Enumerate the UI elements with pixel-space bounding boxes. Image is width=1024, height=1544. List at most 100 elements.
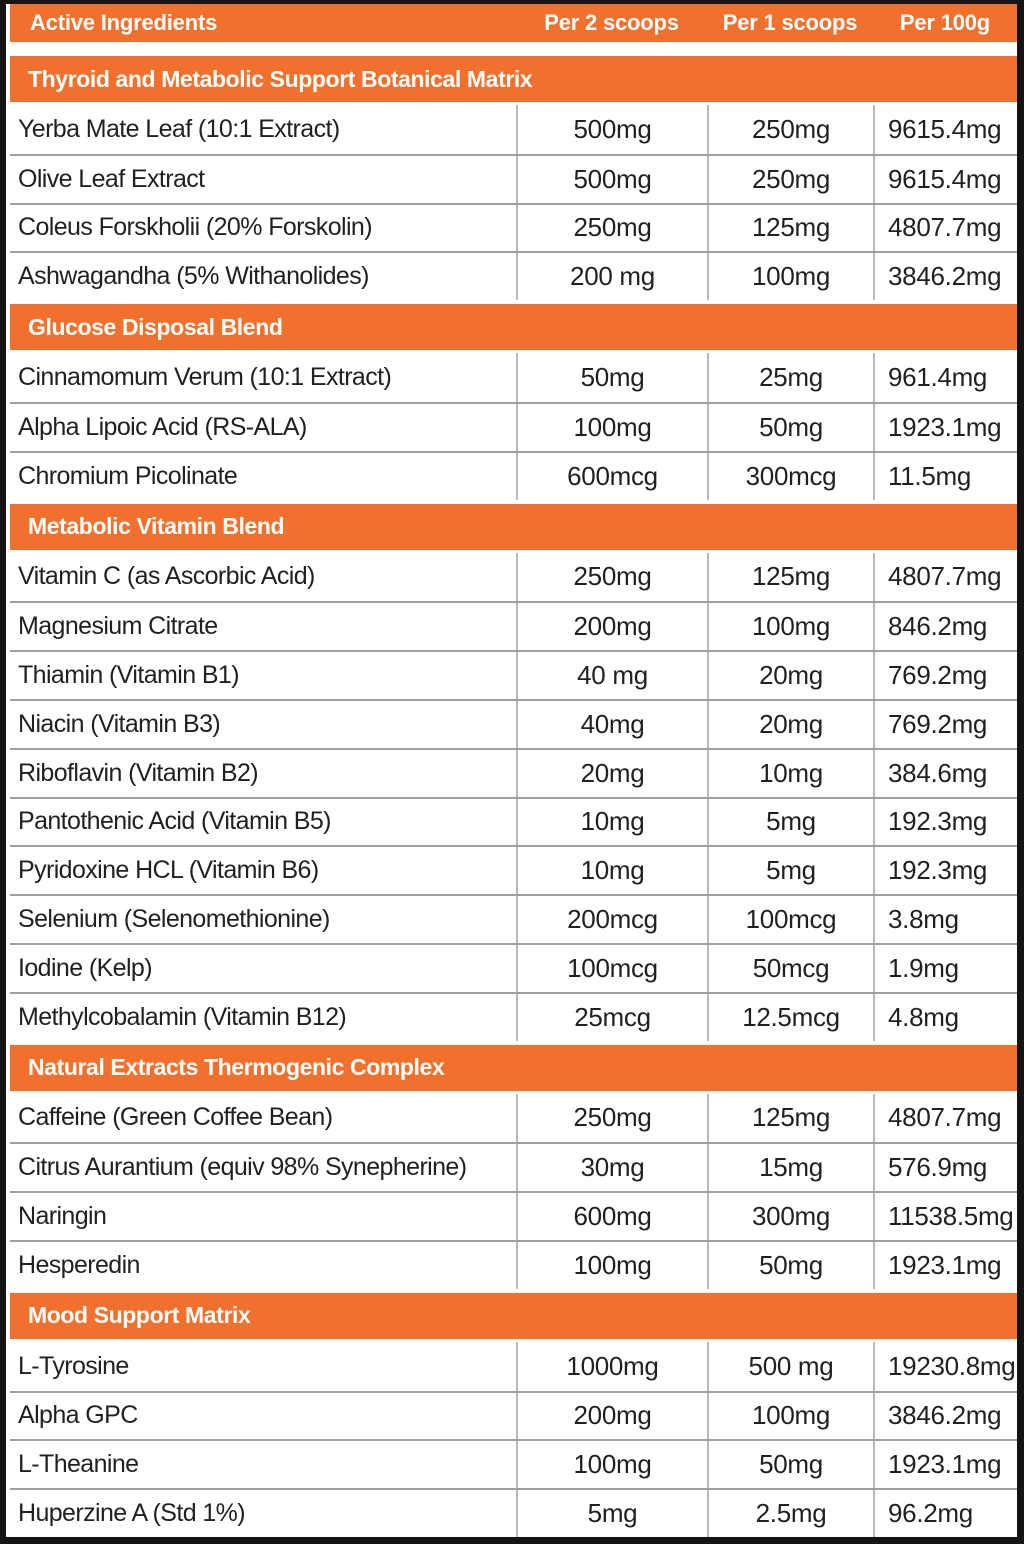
per-2-scoops-cell: 250mg — [516, 1093, 707, 1143]
ingredient-name-cell: Coleus Forskholii (20% Forskolin) — [18, 213, 373, 242]
per-2-scoops-cell: 100mg — [516, 1241, 707, 1289]
per-100g-cell: 4.8mg — [873, 993, 1017, 1041]
per-100g-cell: 4807.7mg — [873, 552, 1017, 602]
ingredient-name-cell: L-Theanine — [18, 1450, 139, 1479]
per-2-scoops-cell: 25mcg — [516, 993, 707, 1041]
ingredient-name-cell: Cinnamomum Verum (10:1 Extract) — [18, 363, 392, 392]
per-2-scoops-cell: 40mg — [516, 700, 707, 748]
per-2-scoops-cell: 1000mg — [516, 1341, 707, 1391]
per-1-scoops-cell: 2.5mg — [707, 1490, 873, 1537]
per-1-scoops-cell: 500 mg — [707, 1341, 873, 1391]
per-2-scoops-cell: 200mg — [516, 603, 707, 651]
per-100g-cell: 96.2mg — [873, 1490, 1017, 1537]
per-100g-cell: 1.9mg — [873, 944, 1017, 992]
table-row: Selenium (Selenomethionine) 200mcg 100mcg 3… — [10, 894, 1017, 943]
section-title: Natural Extracts Thermogenic Complex — [28, 1054, 445, 1081]
per-2-scoops-cell: 10mg — [516, 798, 707, 846]
per-1-scoops-cell: 5mg — [707, 798, 873, 846]
table-row: Yerba Mate Leaf (10:1 Extract) 500mg 250mg… — [10, 105, 1017, 154]
ingredient-name-cell: Ashwagandha (5% Withanolides) — [18, 262, 369, 291]
per-2-scoops-cell: 500mg — [516, 105, 707, 154]
per-1-scoops-cell: 125mg — [707, 552, 873, 602]
per-2-scoops-cell: 100mg — [516, 403, 707, 451]
per-100g-cell: 3.8mg — [873, 896, 1017, 943]
section-header-bar: Glucose Disposal Blend — [10, 304, 1017, 351]
section-title: Metabolic Vitamin Blend — [28, 513, 285, 540]
ingredient-name-cell: Niacin (Vitamin B3) — [18, 709, 221, 738]
ingredient-name-cell: Methylcobalamin (Vitamin B12) — [18, 1002, 347, 1031]
ingredient-name-cell: Vitamin C (as Ascorbic Acid) — [18, 562, 315, 591]
per-1-scoops-cell: 125mg — [707, 1093, 873, 1143]
ingredient-name-cell: Thiamin (Vitamin B1) — [18, 661, 240, 690]
per-2-scoops-cell: 20mg — [516, 749, 707, 797]
table-row: Thiamin (Vitamin B1) 40 mg 20mg 769.2mg — [10, 650, 1017, 699]
per-1-scoops-cell: 50mg — [707, 1241, 873, 1289]
per-100g-cell: 1923.1mg — [873, 1241, 1017, 1289]
section-header-bar: Natural Extracts Thermogenic Complex — [10, 1044, 1017, 1091]
table-row: Chromium Picolinate 600mcg 300mcg 11.5mg — [10, 450, 1017, 500]
per-1-scoops-cell: 100mg — [707, 603, 873, 651]
table-row: Pyridoxine HCL (Vitamin B6) 10mg 5mg 192.3m… — [10, 845, 1017, 895]
per-100g-cell: 384.6mg — [873, 749, 1017, 797]
section-title: Thyroid and Metabolic Support Botanical … — [28, 65, 533, 92]
table-row: L-Theanine 100mg 50mg 1923.1mg — [10, 1439, 1017, 1489]
per-1-scoops-cell: 20mg — [707, 652, 873, 699]
table-row: Olive Leaf Extract 500mg 250mg 9615.4mg — [10, 153, 1017, 203]
per-100g-cell: 576.9mg — [873, 1144, 1017, 1192]
per-1-scoops-cell: 300mg — [707, 1193, 873, 1240]
table-row: Alpha GPC 200mg 100mg 3846.2mg — [10, 1390, 1017, 1440]
per-1-scoops-cell: 50mg — [707, 1441, 873, 1489]
per-2-scoops-cell: 250mg — [516, 204, 707, 252]
per-2-scoops-cell: 200mg — [516, 1392, 707, 1440]
ingredient-name-cell: Alpha Lipoic Acid (RS-ALA) — [18, 412, 307, 441]
per-100g-cell: 769.2mg — [873, 652, 1017, 699]
ingredient-name-cell: Selenium (Selenomethionine) — [18, 905, 330, 934]
per-2-scoops-cell: 5mg — [516, 1490, 707, 1537]
table-row: Methylcobalamin (Vitamin B12) 25mcg 12.5mc… — [10, 991, 1017, 1041]
per-100g-cell: 9615.4mg — [873, 155, 1017, 203]
section-title: Glucose Disposal Blend — [28, 313, 283, 340]
ingredient-name-cell: Olive Leaf Extract — [18, 164, 205, 193]
per-1-scoops-cell: 250mg — [707, 155, 873, 203]
table-row: Citrus Aurantium (equiv 98% Synepherine)… — [10, 1142, 1017, 1192]
ingredient-name-cell: Caffeine (Green Coffee Bean) — [18, 1103, 333, 1132]
per-1-scoops-cell: 100mg — [707, 253, 873, 301]
per-1-scoops-cell: 25mg — [707, 353, 873, 402]
per-2-scoops-cell: 600mcg — [516, 452, 707, 500]
section-3: Natural Extracts Thermogenic Complex Caff… — [10, 1041, 1017, 1289]
per-100g-cell: 769.2mg — [873, 700, 1017, 748]
per-2-scoops-cell: 250mg — [516, 552, 707, 602]
table-row: Niacin (Vitamin B3) 40mg 20mg 769.2mg — [10, 698, 1017, 748]
section-0: Thyroid and Metabolic Support Botanical … — [10, 52, 1017, 301]
per-2-scoops-cell: 30mg — [516, 1144, 707, 1192]
table-row: Cinnamomum Verum (10:1 Extract) 50mg 25mg 9… — [10, 353, 1017, 402]
table-row: Pantothenic Acid (Vitamin B5) 10mg 5mg 192.… — [10, 796, 1017, 846]
per-2-scoops-cell: 200 mg — [516, 253, 707, 301]
table-row: Huperzine A (Std 1%) 5mg 2.5mg 96.2mg — [10, 1488, 1017, 1537]
per-100g-cell: 19230.8mg — [873, 1341, 1017, 1391]
per-1-scoops-cell: 10mg — [707, 749, 873, 797]
ingredient-name-cell: Chromium Picolinate — [18, 461, 238, 490]
section-header-bar: Thyroid and Metabolic Support Botanical … — [10, 56, 1017, 102]
ingredient-name-cell: Magnesium Citrate — [18, 612, 218, 641]
table-row: Alpha Lipoic Acid (RS-ALA) 100mg 50mg 1923.… — [10, 401, 1017, 451]
per-1-scoops-cell: 5mg — [707, 847, 873, 895]
ingredient-name-cell: Naringin — [18, 1202, 107, 1231]
per-100g-cell: 3846.2mg — [873, 253, 1017, 301]
section-title: Mood Support Matrix — [28, 1302, 251, 1329]
per-100g-cell: 961.4mg — [873, 353, 1017, 402]
table-row: Ashwagandha (5% Withanolides) 200 mg 100mg… — [10, 251, 1017, 301]
header-per-2-scoops: Per 2 scoops — [544, 10, 679, 35]
per-2-scoops-cell: 100mcg — [516, 944, 707, 992]
table-row: Riboflavin (Vitamin B2) 20mg 10mg 384.6mg — [10, 747, 1017, 797]
per-1-scoops-cell: 50mg — [707, 403, 873, 451]
section-1: Glucose Disposal Blend Cinnamomum Verum (… — [10, 300, 1017, 500]
per-1-scoops-cell: 100mg — [707, 1392, 873, 1440]
ingredient-name-cell: Pantothenic Acid (Vitamin B5) — [18, 807, 331, 836]
per-2-scoops-cell: 600mg — [516, 1193, 707, 1240]
per-1-scoops-cell: 300mcg — [707, 452, 873, 500]
per-1-scoops-cell: 125mg — [707, 204, 873, 252]
per-1-scoops-cell: 250mg — [707, 105, 873, 154]
section-header-bar: Metabolic Vitamin Blend — [10, 503, 1017, 550]
